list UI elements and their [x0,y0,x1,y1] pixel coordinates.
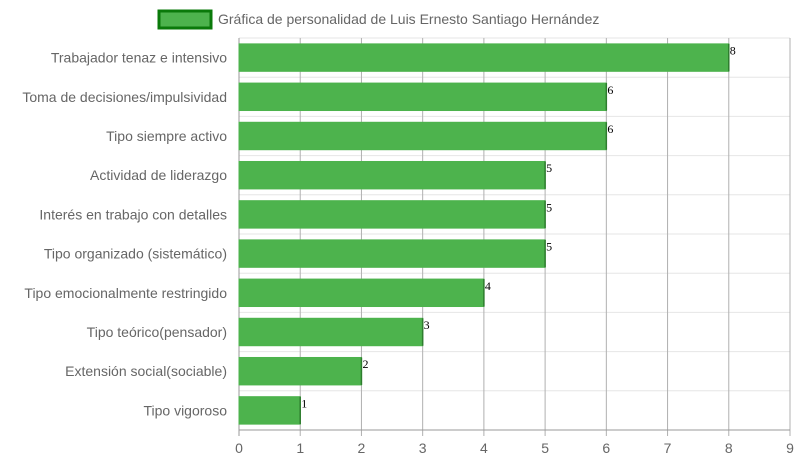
bar[interactable] [238,239,546,268]
bar[interactable] [238,121,607,151]
legend-swatch[interactable] [157,9,213,30]
category-label: Interés en trabajo con detalles [39,206,227,222]
x-tick-label: 3 [419,440,427,456]
data-label: 2 [362,357,368,371]
x-tick-label: 8 [725,440,733,456]
x-tick-label: 0 [235,440,243,456]
category-label: Tipo emocionalmente restringido [24,285,227,301]
bar[interactable] [238,396,301,425]
category-label: Tipo siempre activo [106,128,227,144]
bar[interactable] [238,43,730,72]
bar[interactable] [238,160,546,190]
data-label: 8 [730,44,736,58]
category-labels: Trabajador tenaz e intensivo Toma de deci… [22,50,227,419]
data-label: 5 [546,161,552,175]
category-label: Extensión social(sociable) [65,363,227,379]
legend-label[interactable]: Gráfica de personalidad de Luis Ernesto … [218,11,599,27]
x-tick-label: 6 [602,440,610,456]
legend[interactable]: Gráfica de personalidad de Luis Ernesto … [157,9,599,30]
category-label: Tipo organizado (sistemático) [44,246,227,262]
x-tick-label: 5 [541,440,549,456]
x-tick-label: 7 [664,440,672,456]
data-label: 4 [485,279,491,293]
bars [238,43,730,425]
x-tick-label: 9 [786,440,794,456]
category-label: Toma de decisiones/impulsividad [22,89,227,105]
data-label: 5 [546,200,552,214]
bar[interactable] [238,278,485,308]
category-label: Trabajador tenaz e intensivo [51,50,227,66]
data-label: 6 [607,122,613,136]
bar[interactable] [238,356,362,386]
category-label: Tipo vigoroso [143,402,227,418]
category-label: Actividad de liderazgo [90,167,227,183]
data-label: 5 [546,240,552,254]
bar[interactable] [238,82,607,112]
data-label: 6 [607,83,613,97]
data-label: 3 [424,318,430,332]
bar[interactable] [238,317,424,347]
x-tick-label: 4 [480,440,488,456]
bar[interactable] [238,200,546,229]
category-label: Tipo teórico(pensador) [87,324,227,340]
x-tick-label: 1 [296,440,304,456]
x-axis-ticks: 0 1 2 3 4 5 6 7 8 9 [235,440,794,456]
x-tick-label: 2 [358,440,366,456]
data-label: 1 [301,396,307,410]
value-labels: 8 6 6 5 5 5 4 3 2 1 [301,44,736,411]
